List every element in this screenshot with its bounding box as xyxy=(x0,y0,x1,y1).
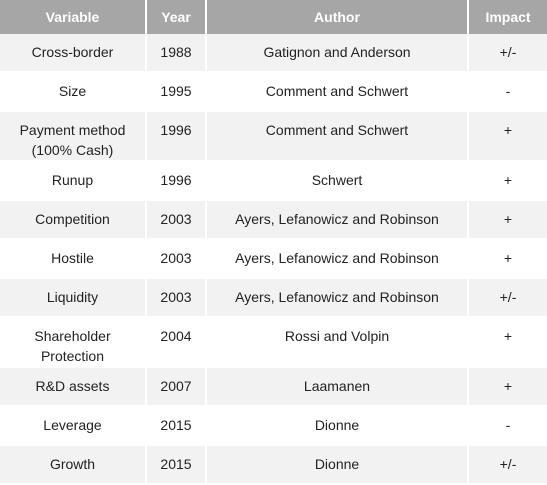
cell-author: Dionne xyxy=(206,406,469,446)
cell-year: 2004 xyxy=(146,317,207,368)
cell-variable: Competition xyxy=(0,200,147,240)
cell-impact: +/- xyxy=(468,278,547,318)
cell-impact: + xyxy=(468,367,547,407)
table-row: Size 1995 Comment and Schwert - xyxy=(0,72,547,112)
cell-impact: + xyxy=(468,200,547,240)
header-author: Author xyxy=(206,0,469,34)
table-row: Hostile 2003 Ayers, Lefanowicz and Robin… xyxy=(0,239,547,279)
table-row: R&D assets 2007 Laamanen + xyxy=(0,367,547,407)
cell-impact: - xyxy=(468,406,547,446)
cell-impact: - xyxy=(468,72,547,112)
cell-variable: Shareholder Protection xyxy=(0,317,147,368)
cell-variable: Leverage xyxy=(0,406,147,446)
cell-impact: + xyxy=(468,239,547,279)
cell-author: Dionne xyxy=(206,445,469,485)
cell-year: 2007 xyxy=(146,367,207,407)
cell-variable: Cross-border xyxy=(0,34,147,73)
cell-year: 1988 xyxy=(146,34,207,73)
cell-author: Rossi and Volpin xyxy=(206,317,469,368)
cell-author: Schwert xyxy=(206,161,469,201)
table-row: Competition 2003 Ayers, Lefanowicz and R… xyxy=(0,200,547,240)
cell-author: Gatignon and Anderson xyxy=(206,34,469,73)
cell-impact: + xyxy=(468,111,547,162)
cell-year: 2003 xyxy=(146,200,207,240)
header-row: Variable Year Author Impact xyxy=(0,0,547,34)
cell-year: 2015 xyxy=(146,406,207,446)
cell-author: Comment and Schwert xyxy=(206,72,469,112)
table-row: Runup 1996 Schwert + xyxy=(0,161,547,201)
cell-author: Ayers, Lefanowicz and Robinson xyxy=(206,278,469,318)
table-row: Liquidity 2003 Ayers, Lefanowicz and Rob… xyxy=(0,278,547,318)
cell-variable: Payment method (100% Cash) xyxy=(0,111,147,162)
cell-year: 2015 xyxy=(146,445,207,485)
cell-author: Ayers, Lefanowicz and Robinson xyxy=(206,239,469,279)
cell-variable: Hostile xyxy=(0,239,147,279)
table-row: Leverage 2015 Dionne - xyxy=(0,406,547,446)
table-row: Cross-border 1988 Gatignon and Anderson … xyxy=(0,34,547,73)
header-variable: Variable xyxy=(0,0,147,34)
cell-year: 1995 xyxy=(146,72,207,112)
cell-year: 1996 xyxy=(146,111,207,162)
cell-year: 2003 xyxy=(146,278,207,318)
cell-impact: +/- xyxy=(468,445,547,485)
table-row: Shareholder Protection 2004 Rossi and Vo… xyxy=(0,317,547,368)
table-row: Growth 2015 Dionne +/- xyxy=(0,445,547,485)
cell-variable: Liquidity xyxy=(0,278,147,318)
cell-year: 1996 xyxy=(146,161,207,201)
cell-variable: Runup xyxy=(0,161,147,201)
cell-impact: +/- xyxy=(468,34,547,73)
cell-author: Ayers, Lefanowicz and Robinson xyxy=(206,200,469,240)
header-impact: Impact xyxy=(468,0,547,34)
cell-variable: Size xyxy=(0,72,147,112)
cell-variable: R&D assets xyxy=(0,367,147,407)
cell-impact: + xyxy=(468,161,547,201)
cell-author: Comment and Schwert xyxy=(206,111,469,162)
header-year: Year xyxy=(146,0,207,34)
cell-year: 2003 xyxy=(146,239,207,279)
cell-impact: + xyxy=(468,317,547,368)
table-row: Payment method (100% Cash) 1996 Comment … xyxy=(0,111,547,162)
cell-author: Laamanen xyxy=(206,367,469,407)
cell-variable: Growth xyxy=(0,445,147,485)
